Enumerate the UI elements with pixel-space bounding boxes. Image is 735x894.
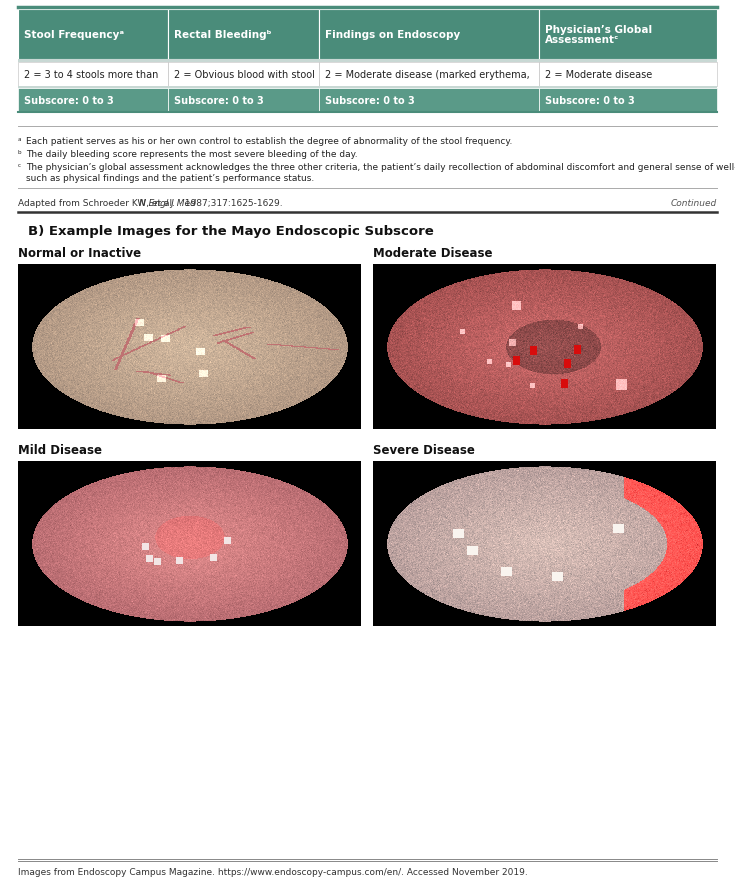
Text: Adapted from Schroeder KW, et al.: Adapted from Schroeder KW, et al. — [18, 198, 178, 207]
Text: Assessmentᶜ: Assessmentᶜ — [545, 35, 619, 45]
Bar — [168, 10, 318, 60]
Bar — [318, 60, 539, 63]
Bar — [318, 10, 539, 60]
Text: Physician’s Global: Physician’s Global — [545, 25, 652, 35]
Text: ᶜ: ᶜ — [18, 163, 21, 172]
Bar — [18, 10, 168, 60]
Text: The physician’s global assessment acknowledges the three other criteria, the pat: The physician’s global assessment acknow… — [26, 163, 735, 172]
Text: Mild Disease: Mild Disease — [18, 443, 102, 457]
Bar — [18, 63, 168, 87]
Bar — [18, 87, 168, 89]
Text: Severe Disease: Severe Disease — [373, 443, 475, 457]
Text: Stool Frequencyᵃ: Stool Frequencyᵃ — [24, 30, 124, 40]
Text: Rectal Bleedingᵇ: Rectal Bleedingᵇ — [174, 30, 272, 40]
Bar — [539, 60, 717, 63]
Text: such as physical findings and the patient’s performance status.: such as physical findings and the patien… — [26, 173, 315, 182]
Text: Subscore: 0 to 3: Subscore: 0 to 3 — [545, 96, 634, 105]
Text: Subscore: 0 to 3: Subscore: 0 to 3 — [174, 96, 264, 105]
Bar — [539, 87, 717, 89]
Text: N Engl J Med: N Engl J Med — [139, 198, 196, 207]
Text: Images from Endoscopy Campus Magazine. https://www.endoscopy-campus.com/en/. Acc: Images from Endoscopy Campus Magazine. h… — [18, 867, 528, 876]
Bar — [539, 89, 717, 113]
Text: ᵇ: ᵇ — [18, 150, 22, 159]
Text: Normal or Inactive: Normal or Inactive — [18, 247, 141, 260]
Bar — [539, 10, 717, 60]
Text: Each patient serves as his or her own control to establish the degree of abnorma: Each patient serves as his or her own co… — [26, 137, 512, 146]
Text: Subscore: 0 to 3: Subscore: 0 to 3 — [24, 96, 114, 105]
Text: B) Example Images for the Mayo Endoscopic Subscore: B) Example Images for the Mayo Endoscopi… — [28, 224, 434, 238]
Bar — [18, 89, 168, 113]
Text: Subscore: 0 to 3: Subscore: 0 to 3 — [325, 96, 415, 105]
Text: Findings on Endoscopy: Findings on Endoscopy — [325, 30, 460, 40]
Bar — [318, 89, 539, 113]
Bar — [168, 63, 318, 87]
Bar — [168, 89, 318, 113]
Text: ᵃ: ᵃ — [18, 137, 21, 146]
Text: 2 = 3 to 4 stools more than: 2 = 3 to 4 stools more than — [24, 70, 158, 80]
Text: Continued: Continued — [671, 198, 717, 207]
Bar — [168, 87, 318, 89]
Bar — [168, 60, 318, 63]
Text: The daily bleeding score represents the most severe bleeding of the day.: The daily bleeding score represents the … — [26, 150, 358, 159]
Text: Moderate Disease: Moderate Disease — [373, 247, 492, 260]
Text: 2 = Moderate disease: 2 = Moderate disease — [545, 70, 652, 80]
Bar — [318, 87, 539, 89]
Bar — [18, 60, 168, 63]
Text: 2 = Obvious blood with stool: 2 = Obvious blood with stool — [174, 70, 315, 80]
Bar — [539, 63, 717, 87]
Bar — [318, 63, 539, 87]
Text: . 1987;317:1625-1629.: . 1987;317:1625-1629. — [179, 198, 283, 207]
Text: 2 = Moderate disease (marked erythema,: 2 = Moderate disease (marked erythema, — [325, 70, 529, 80]
